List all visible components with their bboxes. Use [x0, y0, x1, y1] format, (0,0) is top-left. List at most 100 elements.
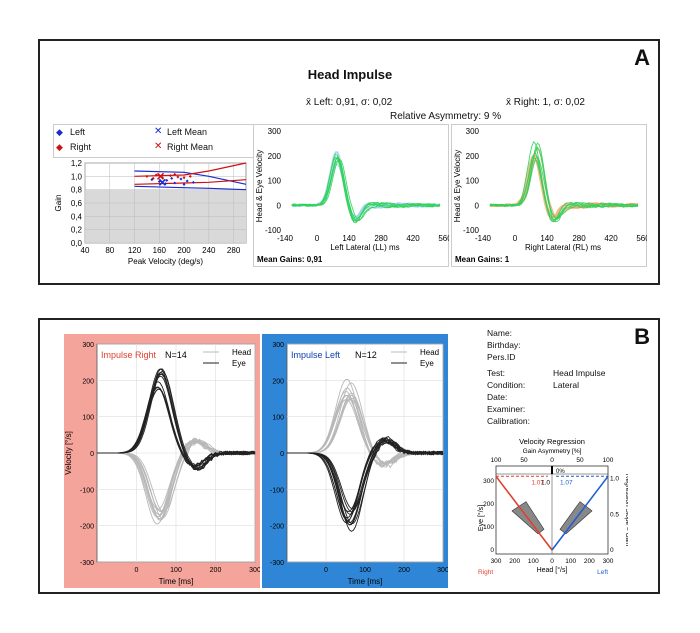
right-axis-label: Regression Slope = Gain — [624, 474, 628, 547]
y-tick-label: 200 — [272, 378, 284, 385]
relative-asymmetry: Relative Asymmetry: 9 % — [390, 111, 502, 122]
chart-title: Impulse Left — [291, 350, 341, 360]
y-tick-label: 200 — [268, 152, 282, 161]
x-tick-label: 300 — [491, 558, 502, 565]
normal-range-line — [134, 179, 247, 185]
data-point — [173, 181, 177, 185]
data-point — [165, 178, 169, 182]
gain-left-value: 1.07 — [560, 479, 573, 486]
y-tick-label: 0 — [280, 451, 284, 458]
data-point — [191, 180, 195, 184]
y-tick-label: 200 — [483, 501, 494, 508]
chart-title: Velocity Regression — [519, 437, 585, 446]
velocity-trace — [489, 146, 639, 223]
y-axis-label: Eye [°/s] — [477, 505, 485, 531]
y-tick-label: 0 — [490, 547, 494, 554]
y-tick-label: 0 — [277, 201, 282, 210]
y-tick-label: 100 — [272, 415, 284, 422]
y-tick-label: 200 — [466, 152, 480, 161]
x-tick-label: -140 — [277, 234, 294, 243]
y-tick-label: 300 — [82, 342, 94, 349]
x-tick-label: 140 — [540, 234, 554, 243]
data-point — [145, 174, 149, 178]
x-axis-label: Time [ms] — [159, 577, 194, 586]
stat-left: x̄ Left: 0,91, σ: 0,02 — [306, 97, 393, 108]
legend: ◆ Left ◆ Right ✕ Left Mean ✕ Right Mean — [53, 124, 254, 158]
data-point — [173, 172, 177, 176]
y-tick-label: 300 — [272, 342, 284, 349]
x-tick-label: 140 — [342, 234, 356, 243]
x-tick-label: 420 — [604, 234, 618, 243]
data-point — [170, 176, 174, 180]
y-tick-label: 0,8 — [71, 186, 83, 195]
x-tick-label: 280 — [374, 234, 388, 243]
info-label: Calibration: — [487, 416, 530, 426]
mean-marker — [157, 172, 165, 180]
gain-velocity-chart: 0,0 0,2 0,4 0,6 0,8 1,0 1,2 40 80 120 160 200 240 280… — [54, 159, 247, 266]
y-tick-label: -100 — [265, 226, 282, 235]
info-label: Birthday: — [487, 340, 521, 350]
y-tick-label: 1,2 — [71, 159, 83, 168]
legend-right: Right — [70, 142, 92, 152]
stat-right: x̄ Right: 1, σ: 0,02 — [506, 97, 585, 108]
impulse-right-chart: 300 200 100 0 -100 -200 -300 0 100 200 300 Time [ms… — [64, 334, 260, 588]
panel-label-b: B — [634, 324, 650, 349]
velocity-trace — [97, 370, 256, 471]
x-tick-label: 300 — [603, 558, 614, 565]
velocity-trace — [291, 155, 441, 221]
y-tick-label: 300 — [268, 127, 282, 136]
data-point — [182, 182, 186, 186]
data-point — [154, 173, 158, 177]
velocity-regression-chart: Velocity Regression Gain Asymmetry [%] 100… — [477, 437, 628, 576]
x-tick-label: 0 — [315, 234, 320, 243]
regression-line — [495, 475, 553, 551]
y-tick-label: -200 — [80, 524, 94, 531]
info-value: Lateral — [553, 380, 579, 390]
x-tick-label: 160 — [153, 246, 167, 255]
y-tick-label: 100 — [466, 177, 480, 186]
data-point — [179, 177, 183, 181]
x-tick-label: 0 — [550, 558, 554, 565]
legend-head: Head — [232, 348, 251, 357]
top-tick-label: 100 — [491, 457, 502, 464]
data-point — [188, 174, 192, 178]
info-label: Condition: — [487, 380, 526, 390]
regression-line — [551, 475, 609, 551]
mean-gains-label: Mean Gains: 1 — [455, 255, 510, 264]
gain-right-value: 1.07 — [531, 479, 544, 486]
y-tick-label: 1,0 — [71, 172, 83, 181]
x-tick-label: 0 — [513, 234, 518, 243]
y-tick-label: -100 — [270, 487, 284, 494]
panel-label-a: A — [634, 45, 650, 70]
y-tick-label: 200 — [82, 378, 94, 385]
y-axis-label: Velocity [°/s] — [64, 431, 73, 475]
x-tick-label: 100 — [528, 558, 539, 565]
y-tick-label: -100 — [463, 226, 480, 235]
side-label-right: Right — [478, 569, 493, 576]
legend-right-mean: Right Mean — [167, 142, 214, 152]
count-label: N=14 — [165, 350, 187, 360]
x-tick-label: 300 — [249, 567, 260, 574]
normal-range-line — [134, 185, 247, 191]
normal-range-line — [134, 170, 247, 185]
legend-eye: Eye — [232, 359, 246, 368]
legend-head: Head — [420, 348, 439, 357]
x-tick-label: 100 — [565, 558, 576, 565]
right-tick-label: 1.0 — [610, 476, 619, 483]
y-tick-label: 0,6 — [71, 199, 83, 208]
diamond-icon: ◆ — [56, 142, 63, 152]
data-point — [182, 176, 186, 180]
impulse-left-chart: 300 200 100 0 -100 -200 -300 0 100 200 300 Time [ms… — [262, 334, 448, 588]
x-tick-label: 280 — [227, 246, 241, 255]
mean-gains-label: Mean Gains: 0,91 — [257, 255, 323, 264]
y-tick-label: -200 — [270, 524, 284, 531]
y-tick-label: 0 — [475, 201, 480, 210]
info-label: Name: — [487, 328, 513, 338]
x-tick-label: 560 — [636, 234, 647, 243]
y-tick-label: -100 — [80, 487, 94, 494]
y-tick-label: 0,2 — [71, 226, 83, 235]
top-tick-label: 50 — [520, 457, 528, 464]
chart-title: Impulse Right — [101, 350, 157, 360]
top-axis-label: Gain Asymmetry [%] — [523, 448, 582, 455]
asymmetry-value: 0% — [556, 469, 565, 475]
